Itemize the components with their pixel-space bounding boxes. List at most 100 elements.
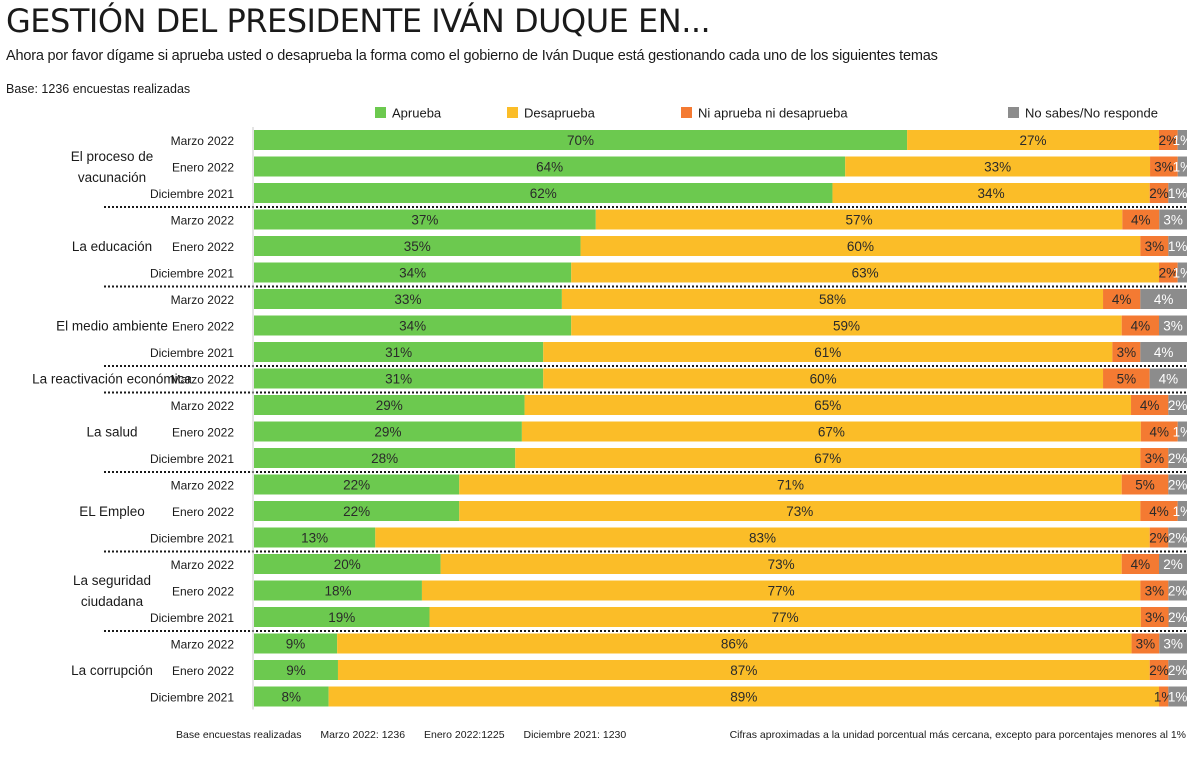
bar-aprueba — [254, 660, 338, 680]
bar-value-label: 29% — [376, 398, 403, 413]
bar-ni-aprueba-ni-desaprueba — [1140, 501, 1178, 521]
bar-aprueba — [254, 607, 430, 627]
bar-value-label: 4% — [1154, 292, 1174, 307]
bar-aprueba — [254, 315, 572, 336]
bar-value-label: 9% — [286, 663, 306, 678]
bar-no-sabes-no-responde — [1168, 607, 1187, 627]
bar-ni-aprueba-ni-desaprueba — [1140, 236, 1169, 256]
bar-value-label: 18% — [324, 584, 351, 599]
bar-aprueba — [254, 130, 908, 150]
bar-desaprueba — [845, 156, 1151, 177]
bar-desaprueba — [832, 183, 1150, 203]
bar-value-label: 2% — [1168, 610, 1188, 625]
page-title: GESTIÓN DEL PRESIDENTE IVÁN DUQUE EN... — [6, 2, 711, 40]
bar-no-sabes-no-responde — [1159, 633, 1187, 654]
bar-value-label: 83% — [749, 531, 776, 546]
bar-ni-aprueba-ni-desaprueba — [1159, 130, 1178, 150]
topic-label: La corrupción — [71, 663, 153, 678]
bar-value-label: 27% — [1020, 133, 1047, 148]
bar-ni-aprueba-ni-desaprueba — [1131, 633, 1160, 654]
legend-label-no-sabes-no-responde: No sabes/No responde — [1025, 106, 1158, 121]
bar-ni-aprueba-ni-desaprueba — [1149, 527, 1169, 548]
bar-value-label: 61% — [814, 345, 841, 360]
period-label: Marzo 2022 — [171, 134, 235, 148]
bar-desaprueba — [561, 289, 1104, 309]
period-label: Enero 2022 — [172, 240, 234, 254]
period-label: Enero 2022 — [172, 505, 234, 519]
bar-value-label: 2% — [1159, 266, 1179, 281]
topic-label: El proceso de — [71, 149, 154, 164]
bar-ni-aprueba-ni-desaprueba — [1140, 448, 1169, 468]
bar-no-sabes-no-responde — [1159, 315, 1187, 336]
footer-note: Cifras aproximadas a la unidad porcentua… — [729, 729, 1186, 741]
topic-label: vacunación — [78, 170, 146, 185]
bar-ni-aprueba-ni-desaprueba — [1159, 262, 1178, 283]
bar-aprueba — [254, 474, 460, 495]
bar-value-label: 3% — [1163, 637, 1183, 652]
bar-aprueba — [254, 209, 596, 230]
bar-value-label: 73% — [786, 504, 813, 519]
topic-label: La salud — [86, 425, 137, 440]
bar-desaprueba — [337, 660, 1150, 680]
bar-no-sabes-no-responde — [1168, 236, 1187, 256]
bar-value-label: 29% — [374, 425, 401, 440]
bar-value-label: 2% — [1149, 663, 1169, 678]
bar-value-label: 73% — [768, 557, 795, 572]
bar-value-label: 9% — [286, 637, 306, 652]
period-label: Diciembre 2021 — [150, 346, 234, 360]
bar-value-label: 28% — [371, 451, 398, 466]
bar-no-sabes-no-responde — [1168, 660, 1187, 680]
bar-ni-aprueba-ni-desaprueba — [1149, 183, 1169, 203]
bar-value-label: 5% — [1117, 372, 1137, 387]
footer-base-marzo: Marzo 2022: 1236 — [320, 729, 406, 741]
bar-value-label: 8% — [282, 690, 302, 705]
period-label: Diciembre 2021 — [150, 267, 234, 281]
bar-aprueba — [254, 527, 376, 548]
bar-value-label: 2% — [1159, 133, 1179, 148]
bar-aprueba — [254, 580, 422, 601]
legend-swatch-ni-aprueba-ni-desaprueba — [681, 107, 692, 118]
bar-value-label: 31% — [385, 345, 412, 360]
bar-ni-aprueba-ni-desaprueba — [1122, 209, 1160, 230]
bar-value-label: 13% — [301, 531, 328, 546]
bar-desaprueba — [440, 554, 1122, 574]
period-label: Diciembre 2021 — [150, 187, 234, 201]
bar-no-sabes-no-responde — [1177, 156, 1187, 177]
bar-value-label: 2% — [1168, 663, 1188, 678]
bar-desaprueba — [595, 209, 1123, 230]
bar-value-label: 34% — [978, 186, 1005, 201]
bar-no-sabes-no-responde — [1168, 395, 1187, 415]
bar-no-sabes-no-responde — [1168, 448, 1187, 468]
bar-desaprueba — [459, 474, 1122, 495]
period-label: Diciembre 2021 — [150, 611, 234, 625]
bar-value-label: 33% — [394, 292, 421, 307]
bar-aprueba — [254, 368, 544, 389]
bar-desaprueba — [907, 130, 1160, 150]
legend-swatch-aprueba — [375, 107, 386, 118]
bar-aprueba — [254, 342, 544, 362]
base-note: Base: 1236 encuestas realizadas — [6, 82, 191, 96]
bar-desaprueba — [580, 236, 1141, 256]
bar-no-sabes-no-responde — [1168, 474, 1187, 495]
bar-ni-aprueba-ni-desaprueba — [1103, 289, 1141, 309]
bar-ni-aprueba-ni-desaprueba — [1131, 395, 1169, 415]
period-label: Enero 2022 — [172, 161, 234, 175]
bar-value-label: 71% — [777, 478, 804, 493]
period-label: Marzo 2022 — [171, 479, 235, 493]
bar-value-label: 4% — [1159, 372, 1179, 387]
topic-label: La reactivación económica — [32, 372, 192, 387]
period-label: Marzo 2022 — [171, 399, 235, 413]
topic-label: El medio ambiente — [56, 319, 168, 334]
bar-value-label: 63% — [852, 266, 879, 281]
bar-value-label: 4% — [1131, 319, 1151, 334]
period-label: Marzo 2022 — [171, 638, 235, 652]
bar-no-sabes-no-responde — [1159, 209, 1187, 230]
bar-value-label: 33% — [984, 160, 1011, 175]
legend-label-aprueba: Aprueba — [392, 106, 442, 121]
bar-no-sabes-no-responde — [1140, 289, 1187, 309]
chart-subtitle: Ahora por favor dígame si aprueba usted … — [6, 48, 938, 64]
footer-base-enero: Enero 2022:1225 — [424, 729, 505, 741]
footer-label: Base encuestas realizadas — [176, 729, 302, 741]
bar-aprueba — [254, 289, 562, 309]
